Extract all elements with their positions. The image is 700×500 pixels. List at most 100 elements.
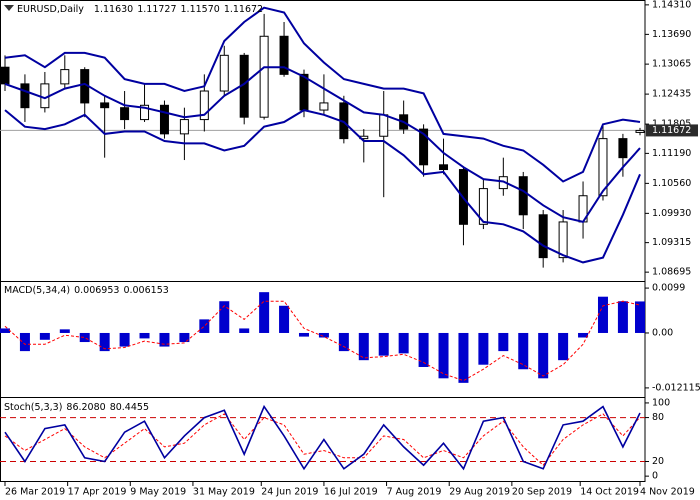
stoch-readout: 80.4455 [110, 402, 149, 413]
stoch-readout: 86.2080 [66, 402, 105, 413]
x-tick-label: 7 Aug 2019 [387, 487, 442, 498]
candle-body [598, 138, 608, 197]
macd-bar [59, 329, 70, 333]
macd-bar [498, 332, 509, 352]
y-tick-label: 0.0099 [652, 283, 685, 294]
x-tick-label: 20 Sep 2019 [512, 487, 572, 498]
y-tick-label: -0.012115 [652, 382, 700, 393]
macd-bar [597, 296, 608, 333]
y-tick-label: 100 [652, 397, 670, 408]
macd-bar [518, 332, 529, 370]
bollinger-band [4, 109, 641, 264]
pane-title: MACD(5,34,4) 0.006953 0.006153 [4, 285, 169, 296]
candle-body [439, 164, 449, 171]
macd-bar [239, 328, 250, 333]
macd-bar [279, 305, 290, 333]
x-tick-label: 24 Jun 2019 [261, 487, 318, 498]
candle-body [299, 73, 309, 111]
stoch-main [4, 404, 641, 471]
bollinger-band [4, 66, 641, 224]
macd-bar [478, 332, 489, 365]
macd-bar [338, 332, 349, 352]
macd-bar [179, 332, 190, 343]
y-tick-label: 1.10560 [652, 178, 691, 189]
signal-readout: 0.006153 [123, 285, 168, 296]
x-tick-label: 26 Mar 2019 [5, 487, 65, 498]
ohlc-readout: 1.11630 [94, 4, 133, 15]
macd-readout: 0.006953 [74, 285, 119, 296]
x-tick-label: 31 May 2019 [193, 487, 255, 498]
symbol-icon [4, 5, 14, 11]
last-price-box [646, 124, 698, 137]
y-tick-label: 1.09930 [652, 208, 691, 219]
macd-bar [39, 332, 50, 340]
macd-bar [298, 332, 309, 337]
x-tick-label: 4 Nov 2019 [640, 487, 695, 498]
candle-body [100, 102, 110, 109]
y-tick-label: 1.12435 [652, 89, 691, 100]
macd-bar [418, 332, 429, 367]
candle-body [558, 221, 568, 259]
y-tick-label: 0 [652, 471, 658, 482]
macd-bar [578, 332, 589, 338]
symbol-title: EURUSD,Daily [17, 4, 84, 15]
macd-bar [159, 332, 170, 347]
macd-bar [635, 301, 645, 333]
bollinger-band [4, 6, 641, 183]
indicator-name: Stoch(5,3,3) [4, 402, 62, 413]
candle-body [199, 90, 209, 121]
y-tick-label: 80 [652, 412, 664, 423]
ohlc-readout: 1.11672 [224, 4, 263, 15]
candle-body [618, 138, 628, 159]
candle-body [279, 35, 289, 75]
macd-bar [438, 332, 449, 379]
last-price-label: 1.11672 [652, 125, 691, 136]
macd-bar [199, 319, 210, 333]
macd-bar [318, 332, 329, 338]
pane-title: Stoch(5,3,3) 86.2080 80.4455 [4, 402, 149, 413]
x-tick-label: 14 Oct 2019 [580, 487, 639, 498]
chart-title: EURUSD,Daily 1.11630 1.11727 1.11570 1.11672 [17, 4, 263, 15]
y-tick-label: 1.11190 [652, 148, 691, 159]
macd-bar [219, 301, 230, 333]
y-tick-label: 0.00 [652, 327, 673, 338]
candle-body [259, 35, 269, 118]
candle-body [319, 102, 329, 111]
candle-body [20, 83, 30, 109]
y-tick-label: 1.11805 [652, 119, 691, 130]
candle-body [478, 188, 488, 225]
indicator-name: MACD(5,34,4) [4, 285, 70, 296]
candle-body [0, 66, 10, 85]
macd-bar [259, 292, 270, 333]
candle-body [159, 104, 169, 135]
macd-bar [79, 332, 90, 343]
y-tick-label: 1.14310 [652, 0, 691, 10]
candle-body [635, 129, 645, 133]
macd-bar [398, 332, 409, 354]
x-tick-label: 17 Apr 2019 [68, 487, 127, 498]
y-tick-label: 1.13690 [652, 29, 691, 40]
macd-bar [119, 332, 130, 347]
macd-bar [538, 332, 549, 379]
ohlc-readout: 1.11727 [137, 4, 176, 15]
macd-bar [458, 332, 469, 383]
candle-body [419, 128, 429, 166]
macd-bar [378, 332, 389, 356]
candle-body [179, 119, 189, 135]
macd-bar [0, 328, 10, 333]
y-tick-label: 1.09315 [652, 237, 691, 248]
y-tick-label: 1.08695 [652, 267, 691, 278]
plot-frame [0, 0, 646, 482]
y-tick-label: 1.13065 [652, 59, 691, 70]
stoch-signal [4, 413, 641, 466]
x-tick-label: 16 Jul 2019 [324, 487, 378, 498]
candle-body [140, 104, 150, 121]
macd-bar [558, 332, 569, 361]
candle-body [538, 214, 548, 259]
x-tick-label: 9 May 2019 [130, 487, 186, 498]
candle-body [120, 107, 130, 121]
macd-bar [99, 332, 110, 352]
candle-body [518, 176, 528, 216]
